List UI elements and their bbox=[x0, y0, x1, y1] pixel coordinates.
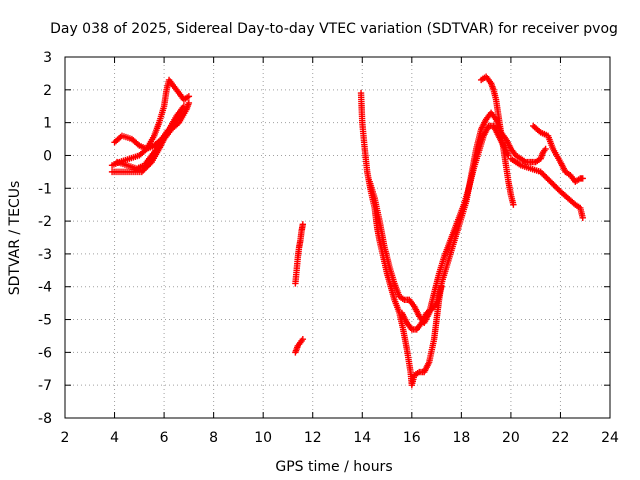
x-tick-label: 24 bbox=[601, 430, 619, 446]
x-tick-label: 16 bbox=[403, 430, 421, 446]
data-point bbox=[299, 336, 307, 343]
x-axis-tick-labels: 2 4 6 8 10 12 14 16 18 20 22 24 bbox=[61, 430, 619, 446]
data-track-7 bbox=[357, 89, 549, 389]
x-tick-label: 6 bbox=[160, 430, 169, 446]
data-track-6 bbox=[292, 336, 307, 356]
data-point bbox=[542, 145, 549, 153]
y-tick-label: 2 bbox=[43, 83, 52, 99]
x-tick-label: 12 bbox=[304, 430, 322, 446]
x-tick-label: 2 bbox=[61, 430, 70, 446]
data-point bbox=[185, 99, 193, 107]
y-tick-label: -6 bbox=[38, 345, 52, 361]
x-tick-label: 18 bbox=[452, 430, 470, 446]
data-track-12 bbox=[507, 155, 586, 222]
x-tick-label: 10 bbox=[254, 430, 272, 446]
y-axis-tick-labels: 3 2 1 0 -1 -2 -3 -4 -5 -6 -7 -8 bbox=[38, 50, 52, 427]
data-point bbox=[438, 283, 445, 290]
x-tick-label: 4 bbox=[110, 430, 119, 446]
x-tick-label: 20 bbox=[502, 430, 520, 446]
grid-lines bbox=[65, 57, 610, 418]
y-tick-label: -8 bbox=[38, 411, 52, 427]
data-point bbox=[299, 221, 307, 228]
data-point bbox=[579, 214, 586, 222]
data-track-10 bbox=[477, 73, 517, 208]
data-point bbox=[178, 109, 185, 116]
data-track-4 bbox=[113, 109, 185, 172]
y-tick-label: -5 bbox=[38, 313, 52, 329]
x-tick-label: 14 bbox=[353, 430, 371, 446]
data-point bbox=[510, 201, 517, 208]
x-axis-label: GPS time / hours bbox=[275, 459, 392, 475]
data-track-9 bbox=[398, 283, 445, 333]
y-tick-label: 1 bbox=[43, 116, 52, 132]
x-tick-label: 8 bbox=[209, 430, 218, 446]
y-axis-label: SDTVAR / TECUs bbox=[7, 181, 23, 296]
data-point bbox=[180, 103, 188, 110]
x-tick-label: 22 bbox=[552, 430, 570, 446]
data-track-5 bbox=[292, 221, 307, 287]
y-tick-label: -2 bbox=[38, 214, 52, 230]
data-track-11 bbox=[530, 122, 586, 185]
y-tick-label: -1 bbox=[38, 181, 52, 197]
data-point bbox=[579, 175, 586, 182]
y-tick-label: -4 bbox=[38, 280, 52, 296]
y-tick-label: 3 bbox=[43, 50, 52, 66]
plot-frame bbox=[64, 56, 611, 419]
y-tick-label: -3 bbox=[38, 247, 52, 263]
axis-ticks bbox=[64, 56, 611, 419]
data-point bbox=[185, 93, 193, 100]
data-points bbox=[108, 73, 586, 389]
y-tick-label: 0 bbox=[43, 148, 52, 164]
chart-title: Day 038 of 2025, Sidereal Day-to-day VTE… bbox=[50, 21, 618, 37]
y-tick-label: -7 bbox=[38, 378, 52, 394]
